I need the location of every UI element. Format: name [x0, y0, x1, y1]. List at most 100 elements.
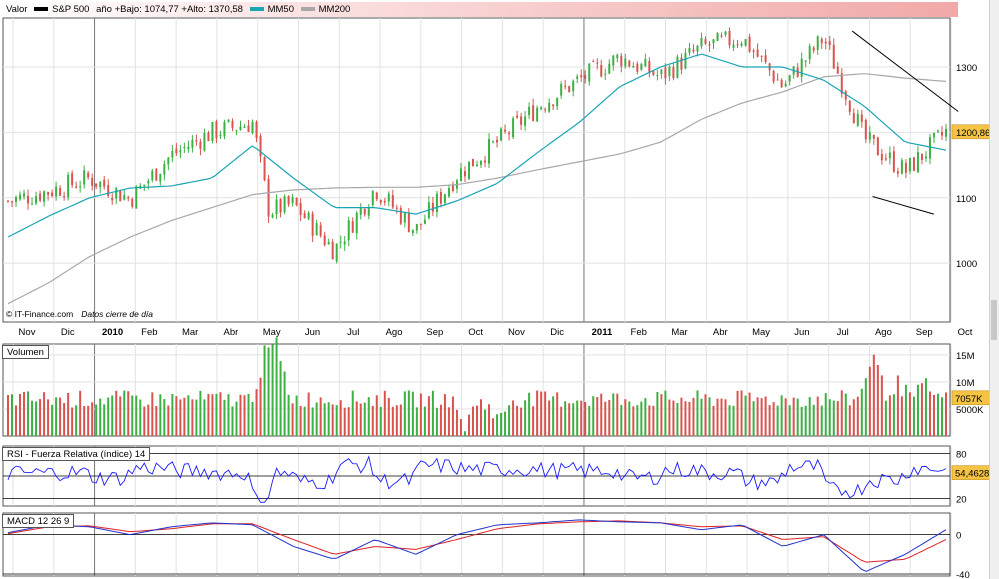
price-candle-body: [51, 192, 54, 196]
volume-bar: [187, 395, 190, 436]
price-candle-body: [628, 60, 631, 67]
volume-bar: [756, 397, 759, 436]
volume-bar: [195, 399, 198, 436]
price-candle-body: [784, 83, 787, 87]
price-candle-body: [231, 120, 234, 128]
volume-bar: [620, 405, 623, 436]
price-candle-body: [832, 44, 835, 69]
volume-bar: [407, 390, 410, 436]
price-x-tick-label: Jul: [837, 327, 849, 338]
price-candle-body: [259, 135, 262, 157]
price-candle-body: [59, 188, 62, 196]
price-candle-body: [319, 225, 322, 236]
price-x-tick-label: Sep: [916, 327, 933, 338]
volume-bar: [459, 418, 462, 436]
price-candle-body: [932, 132, 935, 138]
price-candle-body: [263, 156, 266, 180]
price-candle-body: [111, 197, 114, 201]
price-candle-body: [476, 164, 478, 166]
volume-bar: [516, 405, 519, 436]
volume-bar: [612, 393, 615, 436]
volume-bar: [584, 402, 587, 436]
trendline: [872, 195, 934, 215]
price-candle-body: [399, 208, 402, 224]
volume-bar: [335, 405, 338, 436]
price-candle-body: [143, 184, 146, 187]
scrollbar-thumb[interactable]: [991, 300, 997, 340]
volume-bar: [191, 399, 194, 436]
volume-bar: [684, 401, 687, 436]
price-candle-body: [512, 118, 515, 138]
volume-bar: [367, 397, 370, 436]
price-candle-body: [327, 241, 330, 245]
price-x-tick-label: Nov: [19, 327, 36, 338]
price-candle-body: [564, 85, 567, 87]
volume-bar: [371, 405, 374, 436]
price-candle-body: [904, 162, 907, 173]
volume-bar: [704, 394, 707, 436]
volume-bar: [548, 400, 551, 436]
price-candle-body: [351, 221, 354, 233]
price-candle-body: [379, 199, 382, 203]
vertical-scrollbar[interactable]: [989, 0, 999, 579]
volume-bar: [820, 405, 823, 436]
volume-bar: [872, 354, 875, 436]
volume-bar: [163, 399, 166, 436]
price-candle-body: [135, 186, 138, 209]
price-candle-body: [820, 38, 823, 44]
price-candle-body: [632, 66, 635, 68]
price-candle-body: [207, 132, 210, 142]
price-candle-body: [736, 44, 739, 46]
price-candle-body: [576, 76, 579, 79]
volume-bar: [616, 393, 619, 436]
price-candle-body: [395, 207, 398, 209]
chart-footer: © IT-Finance.com Datos cierre de día: [6, 309, 153, 319]
volume-bar: [536, 390, 539, 436]
price-x-tick-label: Dic: [550, 327, 564, 338]
volume-bar: [928, 391, 931, 436]
volume-bar: [167, 405, 170, 436]
price-candle-body: [151, 170, 154, 181]
volume-bar: [708, 397, 711, 436]
price-candle-body: [331, 241, 334, 260]
price-candle-body: [323, 235, 326, 246]
volume-bar: [283, 371, 286, 436]
price-candle-body: [596, 62, 599, 64]
volume-bar: [423, 406, 426, 436]
price-candle-body: [103, 179, 106, 187]
volume-bar: [39, 399, 42, 436]
price-candle-body: [480, 160, 483, 165]
volume-bar: [63, 403, 66, 436]
volume-bar: [696, 390, 699, 436]
volume-bar: [500, 412, 503, 436]
volume-bar: [223, 399, 226, 436]
volume-bar: [227, 394, 230, 436]
price-candle-body: [928, 137, 931, 159]
price-candle-body: [271, 214, 274, 218]
volume-bar: [816, 396, 819, 436]
volume-bar: [532, 406, 535, 436]
volume-bar: [608, 399, 611, 436]
macd-signal-line: [7, 520, 947, 563]
rsi-y-tick-label: 80: [956, 450, 967, 461]
volume-bar: [151, 392, 154, 436]
mm50-swatch: [249, 7, 264, 12]
price-candle-body: [243, 126, 246, 128]
volume-bar: [347, 407, 350, 436]
volume-bar: [263, 345, 266, 436]
volume-bar: [31, 400, 34, 436]
volume-bar: [143, 406, 146, 436]
volume-bar: [540, 391, 543, 436]
volume-bar: [792, 397, 795, 436]
price-candle-body: [83, 170, 86, 185]
volume-bar: [716, 398, 719, 436]
volume-bar: [648, 405, 651, 436]
volume-bar: [844, 393, 847, 436]
price-x-tick-label: Jun: [794, 327, 809, 338]
volume-bar: [480, 399, 483, 436]
volume-bar: [363, 402, 366, 436]
footer-source: © IT-Finance.com: [6, 309, 74, 319]
volume-bar: [640, 401, 643, 436]
volume-bar: [476, 405, 478, 436]
volume-bar: [732, 405, 735, 436]
